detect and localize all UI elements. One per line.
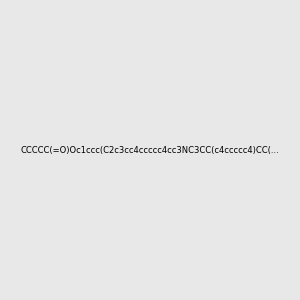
Text: CCCCC(=O)Oc1ccc(C2c3cc4ccccc4cc3NC3CC(c4ccccc4)CC(...: CCCCC(=O)Oc1ccc(C2c3cc4ccccc4cc3NC3CC(c4… xyxy=(21,146,279,154)
